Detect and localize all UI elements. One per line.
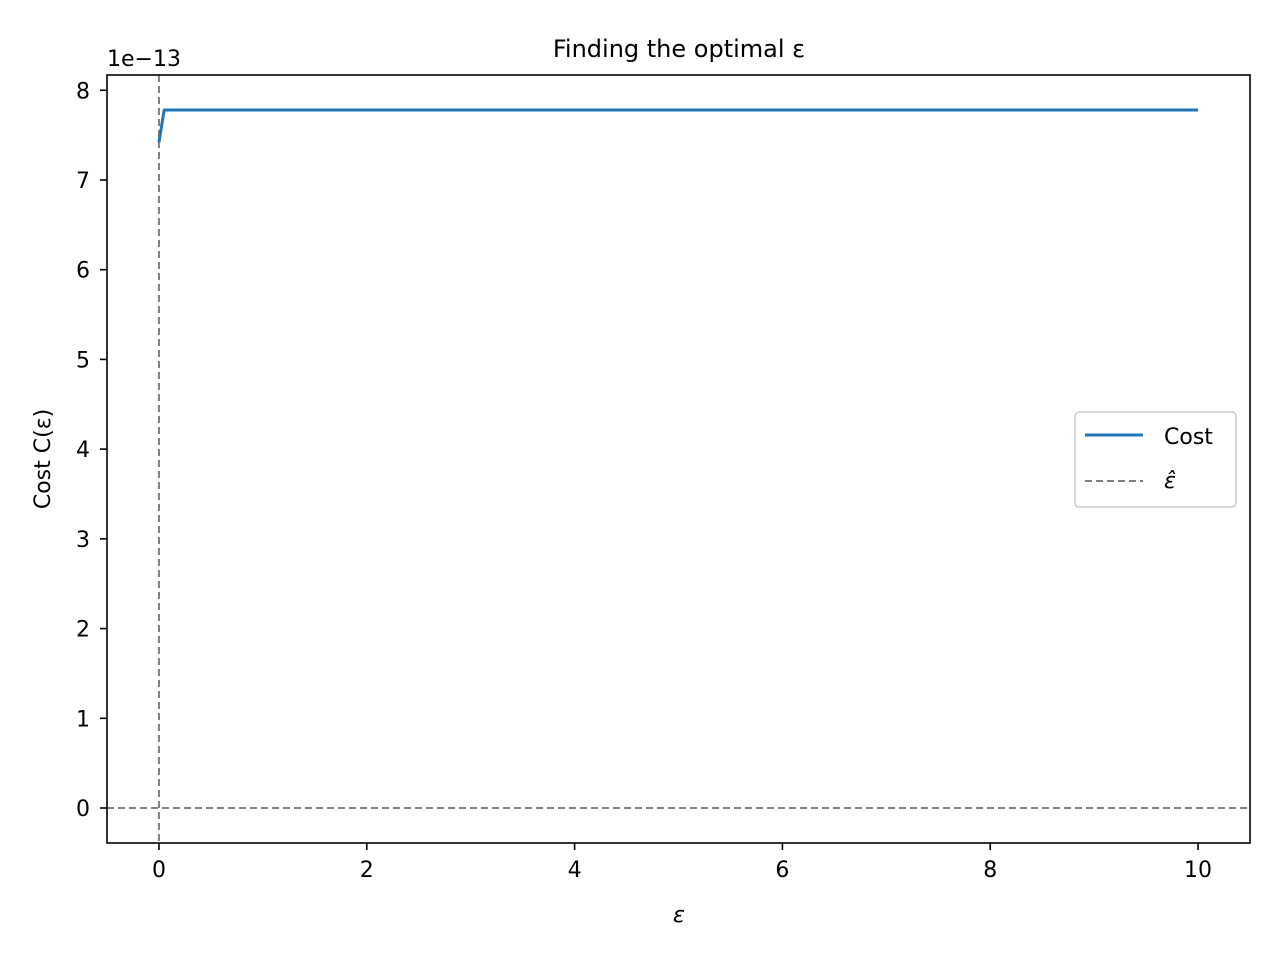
y-axis-ticks: 0 1 2 3 4 5 6 7 8 <box>76 79 107 822</box>
cost-line <box>157 108 1199 143</box>
legend-label-epsilon-hat: ε̂ <box>1164 469 1176 494</box>
x-tick-label: 0 <box>152 858 166 883</box>
legend: Cost ε̂ <box>1074 411 1237 508</box>
y-tick-label: 6 <box>76 259 90 284</box>
y-tick-label: 4 <box>76 438 90 463</box>
x-tick-label: 4 <box>568 858 582 883</box>
x-tick-label: 8 <box>983 858 997 883</box>
legend-label-cost: Cost <box>1164 425 1213 450</box>
x-tick-label: 6 <box>775 858 789 883</box>
y-tick-label: 3 <box>76 528 90 553</box>
chart-title: Finding the optimal ε <box>553 35 805 63</box>
y-tick-label: 0 <box>76 797 90 822</box>
y-offset-label: 1e−13 <box>107 47 181 72</box>
plot-frame <box>106 74 1251 844</box>
plot-area <box>107 75 1250 843</box>
x-tick-label: 2 <box>360 858 374 883</box>
x-tick-label: 10 <box>1184 858 1212 883</box>
x-axis-label: ε <box>673 903 685 928</box>
y-tick-label: 2 <box>76 618 90 643</box>
y-axis-label: Cost C(ε) <box>31 409 56 509</box>
series-lines <box>157 108 1199 143</box>
y-tick-label: 8 <box>76 79 90 104</box>
y-tick-label: 7 <box>76 169 90 194</box>
x-axis-ticks: 0 2 4 6 8 10 <box>152 843 1212 883</box>
y-tick-label: 1 <box>76 707 90 732</box>
y-tick-label: 5 <box>76 348 90 373</box>
